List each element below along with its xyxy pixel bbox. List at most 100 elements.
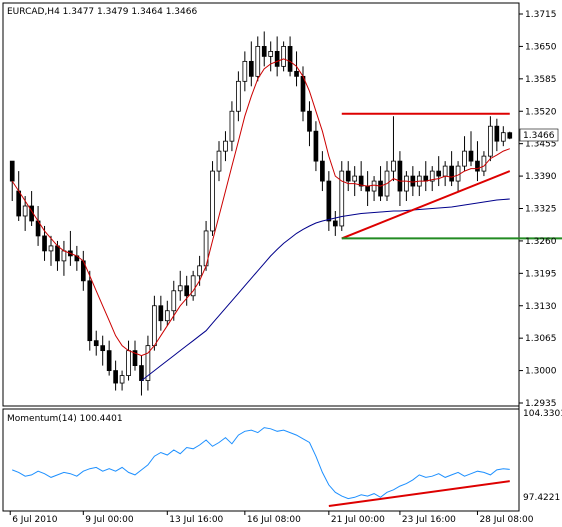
bull-candle <box>500 132 506 142</box>
price-tick-label: 1.3130 <box>525 302 557 312</box>
bear-candle <box>287 46 293 72</box>
momentum-tick-label: 104.3301 <box>523 409 562 419</box>
time-tick-label: 23 Jul 16:00 <box>402 515 456 525</box>
price-tick-label: 1.3325 <box>525 205 557 215</box>
bear-candle <box>326 180 332 222</box>
bear-candle <box>365 185 370 192</box>
bull-candle <box>126 350 131 376</box>
momentum-chart-area[interactable] <box>2 408 520 512</box>
time-tick-label: 6 Jul 2010 <box>12 515 57 525</box>
momentum-series <box>12 427 510 508</box>
bear-candle <box>16 190 22 217</box>
price-tick-label: 1.3650 <box>525 42 557 52</box>
bull-candle <box>190 275 196 297</box>
bull-candle <box>236 80 241 112</box>
bear-candle <box>55 245 60 262</box>
bull-candle <box>22 205 28 217</box>
price-tick-label: 1.3065 <box>525 334 557 344</box>
bear-candle <box>449 165 454 182</box>
bull-candle <box>462 150 467 167</box>
bear-candle <box>300 75 306 112</box>
price-tick-label: 1.3195 <box>525 269 557 279</box>
momentum-line <box>12 427 510 500</box>
bear-candle <box>106 350 112 371</box>
chart-title: EURCAD,H4 1.3477 1.3479 1.3464 1.3466 <box>7 7 197 17</box>
momentum-title: Momentum(14) 100.4401 <box>7 414 123 424</box>
time-tick-label: 13 Jul 16:00 <box>169 515 223 525</box>
bear-candle <box>410 175 416 187</box>
bull-candle <box>242 60 248 82</box>
price-tick-label: 1.3260 <box>525 237 557 247</box>
momentum-axis-ticks: 104.3301 97.4221 <box>523 409 562 503</box>
last-price-label: 1.3466 <box>523 131 555 141</box>
time-tick-label: 16 Jul 08:00 <box>247 515 301 525</box>
bear-candle <box>132 350 138 366</box>
bear-candle <box>494 125 500 142</box>
bear-candle <box>307 110 312 132</box>
bear-candle <box>345 170 351 182</box>
bull-candle <box>255 46 261 77</box>
price-tick-label: 1.3715 <box>525 10 557 20</box>
main-chart-area[interactable] <box>2 2 520 407</box>
bear-candle <box>436 170 442 177</box>
bear-candle <box>397 160 403 192</box>
bull-candle <box>481 155 487 172</box>
price-tick-label: 1.3585 <box>525 75 557 85</box>
bull-candle <box>119 375 125 384</box>
bear-candle <box>320 160 325 182</box>
bull-candle <box>171 290 177 312</box>
moving-averages <box>11 58 510 381</box>
ma-fast-line <box>11 58 510 357</box>
price-tick-label: 1.3000 <box>525 367 557 377</box>
bull-candle <box>371 180 377 192</box>
price-tick-label: 1.3520 <box>525 107 557 117</box>
bear-candle <box>113 370 118 384</box>
bull-candle <box>164 310 170 322</box>
price-tick-label: 1.3455 <box>525 140 557 150</box>
bear-candle <box>313 130 319 162</box>
price-tick-label: 1.2935 <box>525 399 557 409</box>
bull-candle <box>442 165 448 177</box>
bull-candle <box>216 150 222 172</box>
bear-candle <box>139 365 144 381</box>
bull-candle <box>61 250 67 262</box>
bear-candle <box>158 305 164 322</box>
price-axis-ticks: 1.3715 1.3650 1.3585 1.3520 1.3455 1.3390 1.33… <box>519 10 557 409</box>
ma-slow-line <box>141 198 510 381</box>
bull-candle <box>339 170 345 227</box>
bear-candle <box>100 345 106 352</box>
bear-candle <box>294 70 299 77</box>
bear-candle <box>274 51 280 67</box>
bear-candle <box>475 160 480 172</box>
bear-candle <box>358 175 364 187</box>
bear-candle <box>332 220 338 227</box>
time-tick-label: 21 Jul 00:00 <box>331 515 385 525</box>
price-tick-label: 1.3390 <box>525 172 557 182</box>
last-price-box <box>519 128 559 142</box>
bull-candle <box>145 345 151 381</box>
time-tick-label: 28 Jul 08:00 <box>479 515 533 525</box>
bull-candle <box>210 170 215 232</box>
bull-candle <box>229 110 235 142</box>
trendline[interactable] <box>341 170 511 240</box>
bull-candle <box>48 245 54 252</box>
bull-candle <box>177 285 183 292</box>
bull-candle <box>488 125 493 157</box>
bull-candle <box>281 46 286 67</box>
bear-candle <box>378 180 383 197</box>
bear-candle <box>507 132 513 139</box>
bull-candle <box>429 170 435 182</box>
time-axis-ticks: 6 Jul 2010 9 Jul 00:00 13 Jul 16:00 16 Jul … <box>9 511 534 525</box>
momentum-trendline[interactable] <box>328 480 510 508</box>
bull-candle <box>404 175 409 192</box>
bull-candle <box>352 175 358 182</box>
bear-candle <box>184 285 190 297</box>
bull-candle <box>391 160 396 172</box>
bear-candle <box>42 235 47 252</box>
trend-annotations <box>341 112 562 240</box>
momentum-tick-label: 97.4221 <box>523 493 560 503</box>
bull-candle <box>197 265 202 277</box>
bull-candle <box>455 165 461 182</box>
bear-candle <box>468 150 474 162</box>
bear-candle <box>248 60 254 77</box>
